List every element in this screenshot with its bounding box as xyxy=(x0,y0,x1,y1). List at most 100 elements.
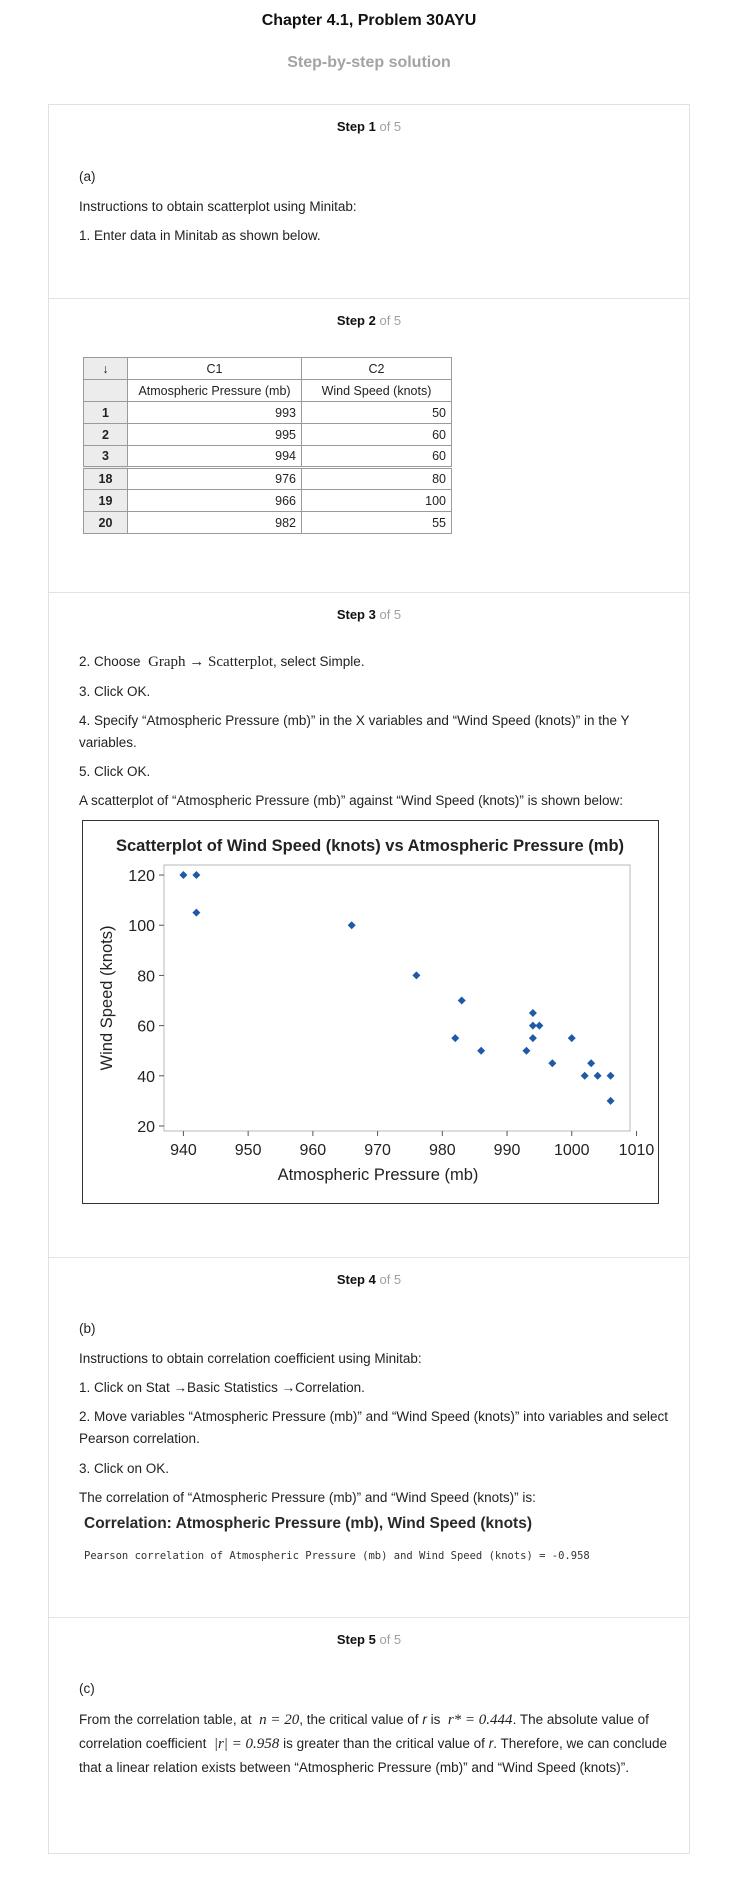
step-4-line-3: 2. Move variables “Atmospheric Pressure … xyxy=(79,1409,668,1446)
data-points xyxy=(179,871,615,1105)
x-tick-label: 970 xyxy=(364,1142,391,1159)
cell-pressure: 993 xyxy=(127,401,302,424)
data-point xyxy=(535,1021,544,1030)
minitab-output-text: Pearson correlation of Atmospheric Press… xyxy=(84,1550,590,1562)
solution-subtitle: Step-by-step solution xyxy=(287,54,451,71)
step-1-heading: Step 1 of 5 xyxy=(336,119,402,134)
row-number: 3 xyxy=(83,445,128,468)
row-number: 1 xyxy=(83,401,128,424)
table-row: 20 982 55 xyxy=(83,511,452,534)
step-4-line-1: Instructions to obtain correlation coeff… xyxy=(79,1351,422,1366)
data-point xyxy=(179,871,188,880)
x-axis: 940 950 960 970 980 990 1000 1010 xyxy=(170,1131,654,1159)
row-number: 19 xyxy=(83,489,128,512)
y-tick-label: 120 xyxy=(128,868,155,885)
step-3-line-4: 4. Specify “Atmospheric Pressure (mb)” i… xyxy=(79,713,630,750)
col-id-c2: C2 xyxy=(301,357,452,380)
cell-wind: 60 xyxy=(301,445,452,468)
plot-area xyxy=(163,864,631,1132)
data-point xyxy=(192,908,201,917)
step-4-line-5: The correlation of “Atmospheric Pressure… xyxy=(79,1490,536,1505)
step-3-line-5: 5. Click OK. xyxy=(79,764,151,779)
data-point xyxy=(451,1034,460,1043)
x-tick-label: 1000 xyxy=(554,1142,590,1159)
part-a-label: (a) xyxy=(79,169,96,184)
step-1-section: Step 1 of 5 (a) Instructions to obtain s… xyxy=(49,105,689,298)
col-id-c1: C1 xyxy=(127,357,302,380)
step-4-line-2: 1. Click on Stat →Basic Statistics →Corr… xyxy=(79,1380,365,1395)
step-2-heading: Step 2 of 5 xyxy=(336,313,402,328)
step-3-line-6: A scatterplot of “Atmospheric Pressure (… xyxy=(79,793,623,808)
data-point xyxy=(528,1009,537,1018)
data-point xyxy=(528,1034,537,1043)
chart-title: Scatterplot of Wind Speed (knots) vs Atm… xyxy=(116,837,624,855)
row-number: 2 xyxy=(83,423,128,446)
y-tick-label: 80 xyxy=(137,968,155,985)
y-tick-label: 100 xyxy=(128,918,155,935)
menu-path-math: Graph → Scatterplot xyxy=(148,654,274,670)
part-b-label: (b) xyxy=(79,1321,96,1336)
minitab-output-title: Correlation: Atmospheric Pressure (mb), … xyxy=(84,1515,532,1532)
n-value-math: n = 20 xyxy=(259,1712,300,1728)
part-c-label: (c) xyxy=(79,1681,95,1696)
data-point xyxy=(606,1096,615,1105)
cell-wind: 50 xyxy=(301,401,452,424)
table-row: 2 995 60 xyxy=(83,423,452,446)
corner-cell xyxy=(83,379,128,402)
step-3-line-3: 3. Click OK. xyxy=(79,684,151,699)
step-3-heading: Step 3 of 5 xyxy=(336,607,402,622)
table-row: 18 976 80 xyxy=(83,466,452,490)
data-point xyxy=(192,871,201,880)
y-tick-label: 60 xyxy=(137,1019,155,1036)
step-2-section: Step 2 of 5 xyxy=(49,298,689,592)
row-number: 18 xyxy=(83,466,128,490)
y-tick-label: 40 xyxy=(137,1069,155,1086)
step-4-line-4: 3. Click on OK. xyxy=(79,1461,170,1476)
x-tick-label: 980 xyxy=(429,1142,456,1159)
data-point xyxy=(522,1046,531,1055)
data-point xyxy=(412,971,421,980)
cell-pressure: 976 xyxy=(127,466,302,490)
col-name-c1: Atmospheric Pressure (mb) xyxy=(127,379,302,402)
x-tick-label: 990 xyxy=(494,1142,521,1159)
y-axis-label: Wind Speed (knots) xyxy=(98,926,116,1071)
cell-wind: 55 xyxy=(301,511,452,534)
data-point xyxy=(580,1071,589,1080)
step-4-section: Step 4 of 5 (b) Instructions to obtain c… xyxy=(49,1257,689,1617)
cell-pressure: 966 xyxy=(127,489,302,512)
table-row: 3 994 60 xyxy=(83,445,452,468)
cell-pressure: 982 xyxy=(127,511,302,534)
scatterplot-chart: Scatterplot of Wind Speed (knots) vs Atm… xyxy=(82,820,659,1204)
abs-r-math: |r| = 0.958 xyxy=(213,1736,280,1752)
x-tick-label: 950 xyxy=(235,1142,262,1159)
cell-pressure: 995 xyxy=(127,423,302,446)
step-1-line-1: Instructions to obtain scatterplot using… xyxy=(79,199,357,214)
step-3-section: Step 3 of 5 2. Choose Graph → Scatterplo… xyxy=(49,592,689,1257)
data-point xyxy=(548,1059,557,1068)
data-point xyxy=(606,1071,615,1080)
y-tick-label: 20 xyxy=(137,1119,155,1136)
data-point xyxy=(567,1034,576,1043)
x-axis-label: Atmospheric Pressure (mb) xyxy=(278,1166,479,1184)
row-number: 20 xyxy=(83,511,128,534)
solution-container xyxy=(48,104,690,1854)
step-5-heading: Step 5 of 5 xyxy=(336,1632,402,1647)
step-3-line-2: 2. Choose Graph → Scatterplot, select Si… xyxy=(79,654,365,670)
step-5-section: Step 5 of 5 (c) From the correlation tab… xyxy=(49,1617,689,1853)
data-point xyxy=(477,1046,486,1055)
minitab-worksheet: ↓ C1 C2 Atmospheric Pressure (mb) Wind S… xyxy=(83,357,452,534)
data-point xyxy=(593,1071,602,1080)
data-point xyxy=(528,1021,537,1030)
cell-wind: 60 xyxy=(301,423,452,446)
table-row: 1 993 50 xyxy=(83,401,452,424)
critical-value-math: r* = 0.444 xyxy=(447,1712,513,1728)
step-1-line-2: 1. Enter data in Minitab as shown below. xyxy=(79,228,321,243)
col-name-c2: Wind Speed (knots) xyxy=(301,379,452,402)
x-tick-label: 960 xyxy=(300,1142,327,1159)
x-tick-label: 940 xyxy=(170,1142,197,1159)
cell-pressure: 994 xyxy=(127,445,302,468)
table-row: 19 966 100 xyxy=(83,489,452,512)
x-tick-label: 1010 xyxy=(619,1142,655,1159)
y-axis: 20 40 60 80 100 120 xyxy=(128,868,164,1136)
data-point xyxy=(347,921,356,930)
